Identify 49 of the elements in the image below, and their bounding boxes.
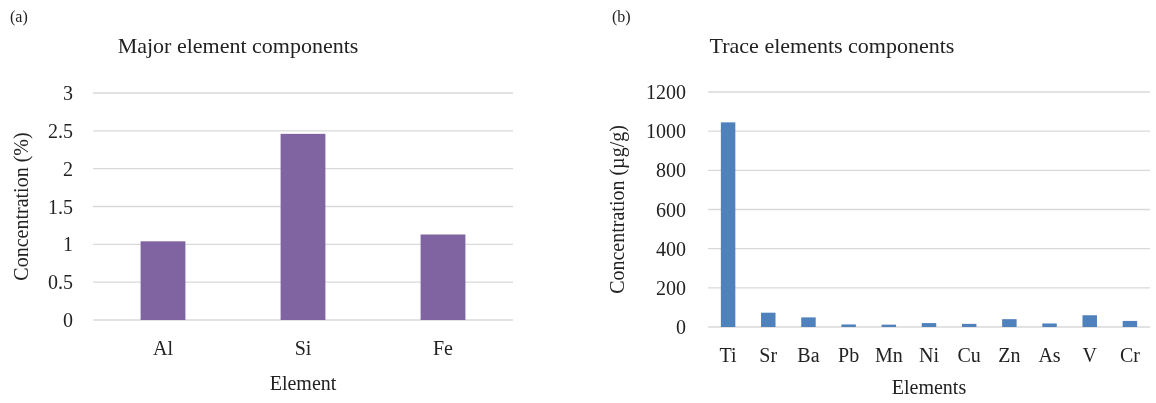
y-tick-label: 400 xyxy=(656,237,686,260)
y-tick-label: 1.5 xyxy=(48,195,73,218)
y-tick-label: 2 xyxy=(63,157,73,180)
x-tick-label: V xyxy=(1082,344,1098,366)
bar xyxy=(761,312,776,327)
bar xyxy=(420,234,466,320)
text: (b) xyxy=(612,8,631,26)
y-tick-label: 600 xyxy=(656,198,686,221)
x-tick-label: Ni xyxy=(919,344,940,366)
x-tick-label: Pb xyxy=(838,344,860,366)
y-axis-title: Concentration (µg/g) xyxy=(606,125,629,294)
x-tick-label: Al xyxy=(153,337,174,359)
x-tick-label: Ba xyxy=(797,344,820,366)
text: (a) xyxy=(10,8,28,26)
chart-title: Major element components xyxy=(117,33,359,58)
x-tick-label: Ti xyxy=(719,344,738,366)
x-tick-label: Si xyxy=(294,337,312,359)
y-tick-label: 800 xyxy=(656,159,686,182)
x-tick-label: Fe xyxy=(433,337,454,359)
y-tick-label: 1200 xyxy=(646,81,686,103)
x-tick-label: Cu xyxy=(957,344,981,366)
y-tick-label: 200 xyxy=(656,276,686,299)
y-tick-label: 0.5 xyxy=(48,271,73,294)
bar xyxy=(140,241,186,320)
y-axis-title: Concentration (%) xyxy=(10,132,33,281)
x-tick-label: Cr xyxy=(1119,344,1141,366)
bar xyxy=(720,122,736,327)
bar xyxy=(801,317,816,327)
bar xyxy=(1122,320,1138,327)
y-tick-label: 2.5 xyxy=(48,119,73,142)
x-tick-label: Mn xyxy=(874,344,903,366)
bar xyxy=(921,323,937,327)
y-tick-label: 0 xyxy=(676,316,686,338)
y-tick-label: 1000 xyxy=(646,120,686,143)
chart-title: Trace elements components xyxy=(709,33,955,58)
y-tick-label: 3 xyxy=(63,82,73,104)
y-tick-label: 1 xyxy=(63,233,73,256)
bar xyxy=(1082,315,1097,327)
x-axis-title: Element xyxy=(269,372,337,394)
x-tick-label: Zn xyxy=(998,344,1021,366)
bar xyxy=(1042,323,1057,327)
bar xyxy=(280,133,326,320)
x-tick-label: Sr xyxy=(759,344,778,366)
x-axis-title: Elements xyxy=(891,376,967,398)
x-tick-label: As xyxy=(1038,344,1061,366)
bar xyxy=(961,323,977,327)
bar xyxy=(841,324,856,327)
y-tick-label: 0 xyxy=(63,309,73,331)
bar xyxy=(1002,319,1017,327)
